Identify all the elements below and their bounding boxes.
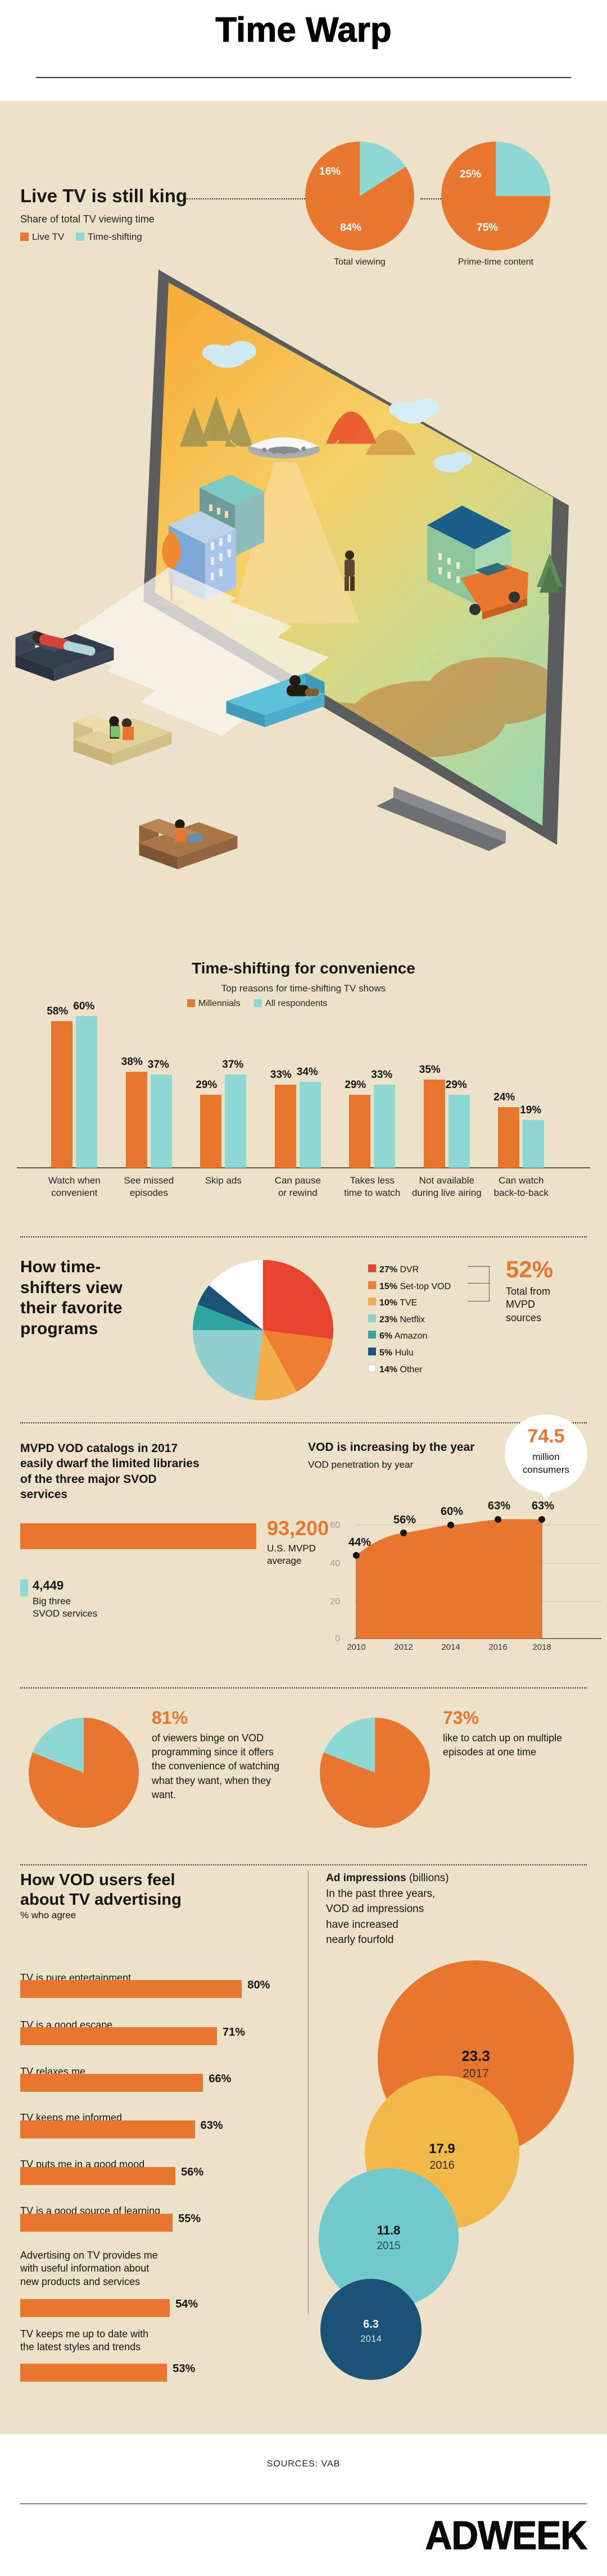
svg-text:0: 0 (335, 1634, 340, 1644)
svg-text:20: 20 (330, 1597, 340, 1606)
svg-text:2016: 2016 (488, 1642, 507, 1650)
svg-text:40: 40 (330, 1559, 340, 1568)
svg-text:63%: 63% (532, 1500, 554, 1512)
svg-text:63%: 63% (488, 1500, 510, 1512)
svg-text:2010: 2010 (347, 1642, 365, 1650)
svg-text:2012: 2012 (394, 1642, 413, 1650)
svg-text:60: 60 (330, 1521, 340, 1530)
svg-text:2014: 2014 (441, 1642, 460, 1650)
svg-text:2018: 2018 (532, 1642, 551, 1650)
svg-text:44%: 44% (348, 1536, 371, 1549)
svg-text:60%: 60% (441, 1505, 463, 1518)
svg-text:56%: 56% (393, 1514, 416, 1526)
